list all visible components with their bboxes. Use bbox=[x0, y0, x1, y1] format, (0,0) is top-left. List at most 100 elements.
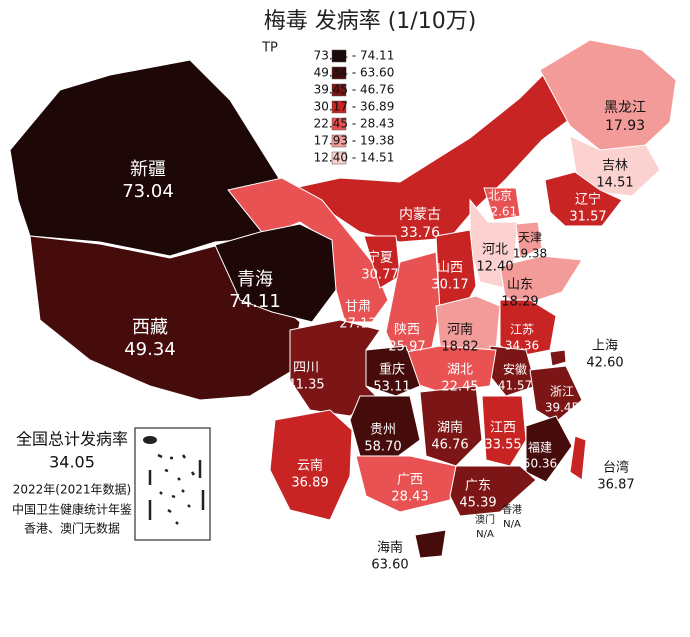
legend: 73.04 - 74.11 49.34 - 63.60 39.45 - 46.76 3… bbox=[314, 49, 395, 165]
legend-swatch bbox=[331, 100, 347, 114]
region-value: 58.70 bbox=[364, 440, 401, 455]
region-name: 河南 bbox=[447, 322, 473, 338]
region-value: 22.61 bbox=[483, 205, 517, 219]
legend-label: 22.45 - 28.43 bbox=[314, 117, 395, 131]
region-value: 34.36 bbox=[505, 339, 539, 353]
region-name: 安徽 bbox=[503, 362, 527, 377]
legend-swatch bbox=[331, 83, 347, 97]
region-name: 广西 bbox=[397, 473, 423, 488]
region-value: 33.55 bbox=[484, 438, 521, 453]
region-value: 63.60 bbox=[371, 558, 408, 573]
region bbox=[419, 385, 483, 467]
region bbox=[525, 415, 573, 483]
watermark: TP bbox=[261, 41, 278, 56]
missing-note: 香港、澳门无数据 bbox=[24, 521, 120, 536]
region-name: 湖北 bbox=[447, 363, 473, 378]
year-note: 2022年(2021年数据) bbox=[13, 482, 131, 497]
region-value: N/A bbox=[503, 519, 521, 530]
region-name: 陕西 bbox=[394, 323, 420, 338]
region-value: N/A bbox=[476, 529, 494, 540]
region bbox=[529, 365, 583, 423]
region bbox=[544, 171, 623, 227]
region-name: 河北 bbox=[482, 243, 508, 258]
region bbox=[499, 255, 583, 307]
region-name: 台湾 bbox=[603, 460, 629, 476]
legend-label: 12.40 - 14.51 bbox=[314, 151, 395, 165]
region-value: 19.38 bbox=[513, 247, 547, 261]
region-value: 53.11 bbox=[373, 380, 410, 395]
region-name: 四川 bbox=[293, 361, 319, 376]
region-value: 46.76 bbox=[431, 438, 468, 453]
region-value: 25.97 bbox=[388, 340, 425, 355]
region-name: 江西 bbox=[490, 421, 516, 436]
legend-swatch bbox=[331, 117, 347, 131]
legend-label: 39.45 - 46.76 bbox=[314, 83, 395, 97]
region-name: 西藏 bbox=[132, 317, 168, 338]
region-name: 云南 bbox=[297, 458, 323, 474]
region bbox=[9, 59, 281, 257]
region bbox=[414, 529, 447, 559]
national-label: 全国总计发病率 bbox=[16, 430, 128, 449]
region-name: 新疆 bbox=[130, 159, 166, 180]
legend-swatch bbox=[331, 151, 347, 165]
region-value: 41.57 bbox=[498, 379, 532, 393]
region-name: 宁夏 bbox=[367, 250, 393, 266]
region-name: 北京 bbox=[488, 189, 512, 203]
region-value: 30.77 bbox=[361, 268, 398, 283]
region bbox=[449, 465, 537, 517]
region bbox=[539, 39, 677, 151]
region-value: 30.17 bbox=[431, 278, 468, 293]
region bbox=[483, 187, 521, 221]
region-value: 33.76 bbox=[400, 225, 440, 241]
region-name: 辽宁 bbox=[575, 192, 601, 208]
region-name: 贵州 bbox=[370, 423, 396, 438]
region-name: 青海 bbox=[237, 269, 273, 290]
region-value: 18.29 bbox=[501, 295, 538, 310]
region-value: 36.89 bbox=[291, 476, 328, 491]
region-value: 12.40 bbox=[476, 260, 513, 275]
region-value: 74.11 bbox=[229, 291, 281, 312]
map-title: 梅毒 发病率 (1/10万) bbox=[264, 9, 477, 34]
region-value: 31.57 bbox=[569, 210, 606, 225]
region-value: 41.35 bbox=[287, 378, 324, 393]
region-name: 江苏 bbox=[510, 323, 534, 337]
legend-swatch bbox=[331, 134, 347, 148]
region-name: 上海 bbox=[592, 339, 618, 354]
region-name: 福建 bbox=[528, 440, 552, 455]
region-name: 海南 bbox=[377, 540, 403, 556]
region-name: 浙江 bbox=[550, 385, 574, 399]
region-name: 广东 bbox=[465, 479, 491, 494]
region-name: 吉林 bbox=[602, 159, 628, 174]
region-value: 14.51 bbox=[596, 176, 633, 191]
region-value: 18.82 bbox=[441, 340, 478, 355]
region bbox=[481, 395, 527, 467]
region-name: 重庆 bbox=[379, 362, 405, 378]
region bbox=[269, 409, 353, 521]
region-name: 香港 bbox=[502, 504, 522, 516]
region-value: 27.13 bbox=[339, 317, 376, 332]
region-value: 42.60 bbox=[586, 356, 623, 371]
region bbox=[515, 221, 543, 259]
region-name: 内蒙古 bbox=[399, 207, 441, 223]
region-name: 湖南 bbox=[437, 420, 463, 436]
region bbox=[214, 223, 337, 323]
region-value: 22.45 bbox=[441, 380, 478, 395]
south-sea-inset bbox=[134, 427, 211, 541]
region-value: 36.87 bbox=[597, 478, 634, 493]
region bbox=[569, 435, 587, 481]
region-value: 49.34 bbox=[124, 339, 176, 360]
region-name: 天津 bbox=[518, 231, 542, 245]
region bbox=[499, 299, 557, 357]
national-rate: 34.05 bbox=[49, 453, 95, 472]
legend-label: 17.93 - 19.38 bbox=[314, 134, 395, 148]
region bbox=[355, 455, 457, 513]
source-note: 中国卫生健康统计年鉴 bbox=[12, 502, 132, 517]
region-name: 黑龙江 bbox=[604, 100, 646, 116]
legend-swatch bbox=[331, 66, 347, 80]
legend-label: 30.17 - 36.89 bbox=[314, 100, 395, 114]
region-value: 50.36 bbox=[523, 457, 557, 471]
region-value: 45.39 bbox=[459, 496, 496, 511]
region-name: 山东 bbox=[507, 278, 533, 293]
